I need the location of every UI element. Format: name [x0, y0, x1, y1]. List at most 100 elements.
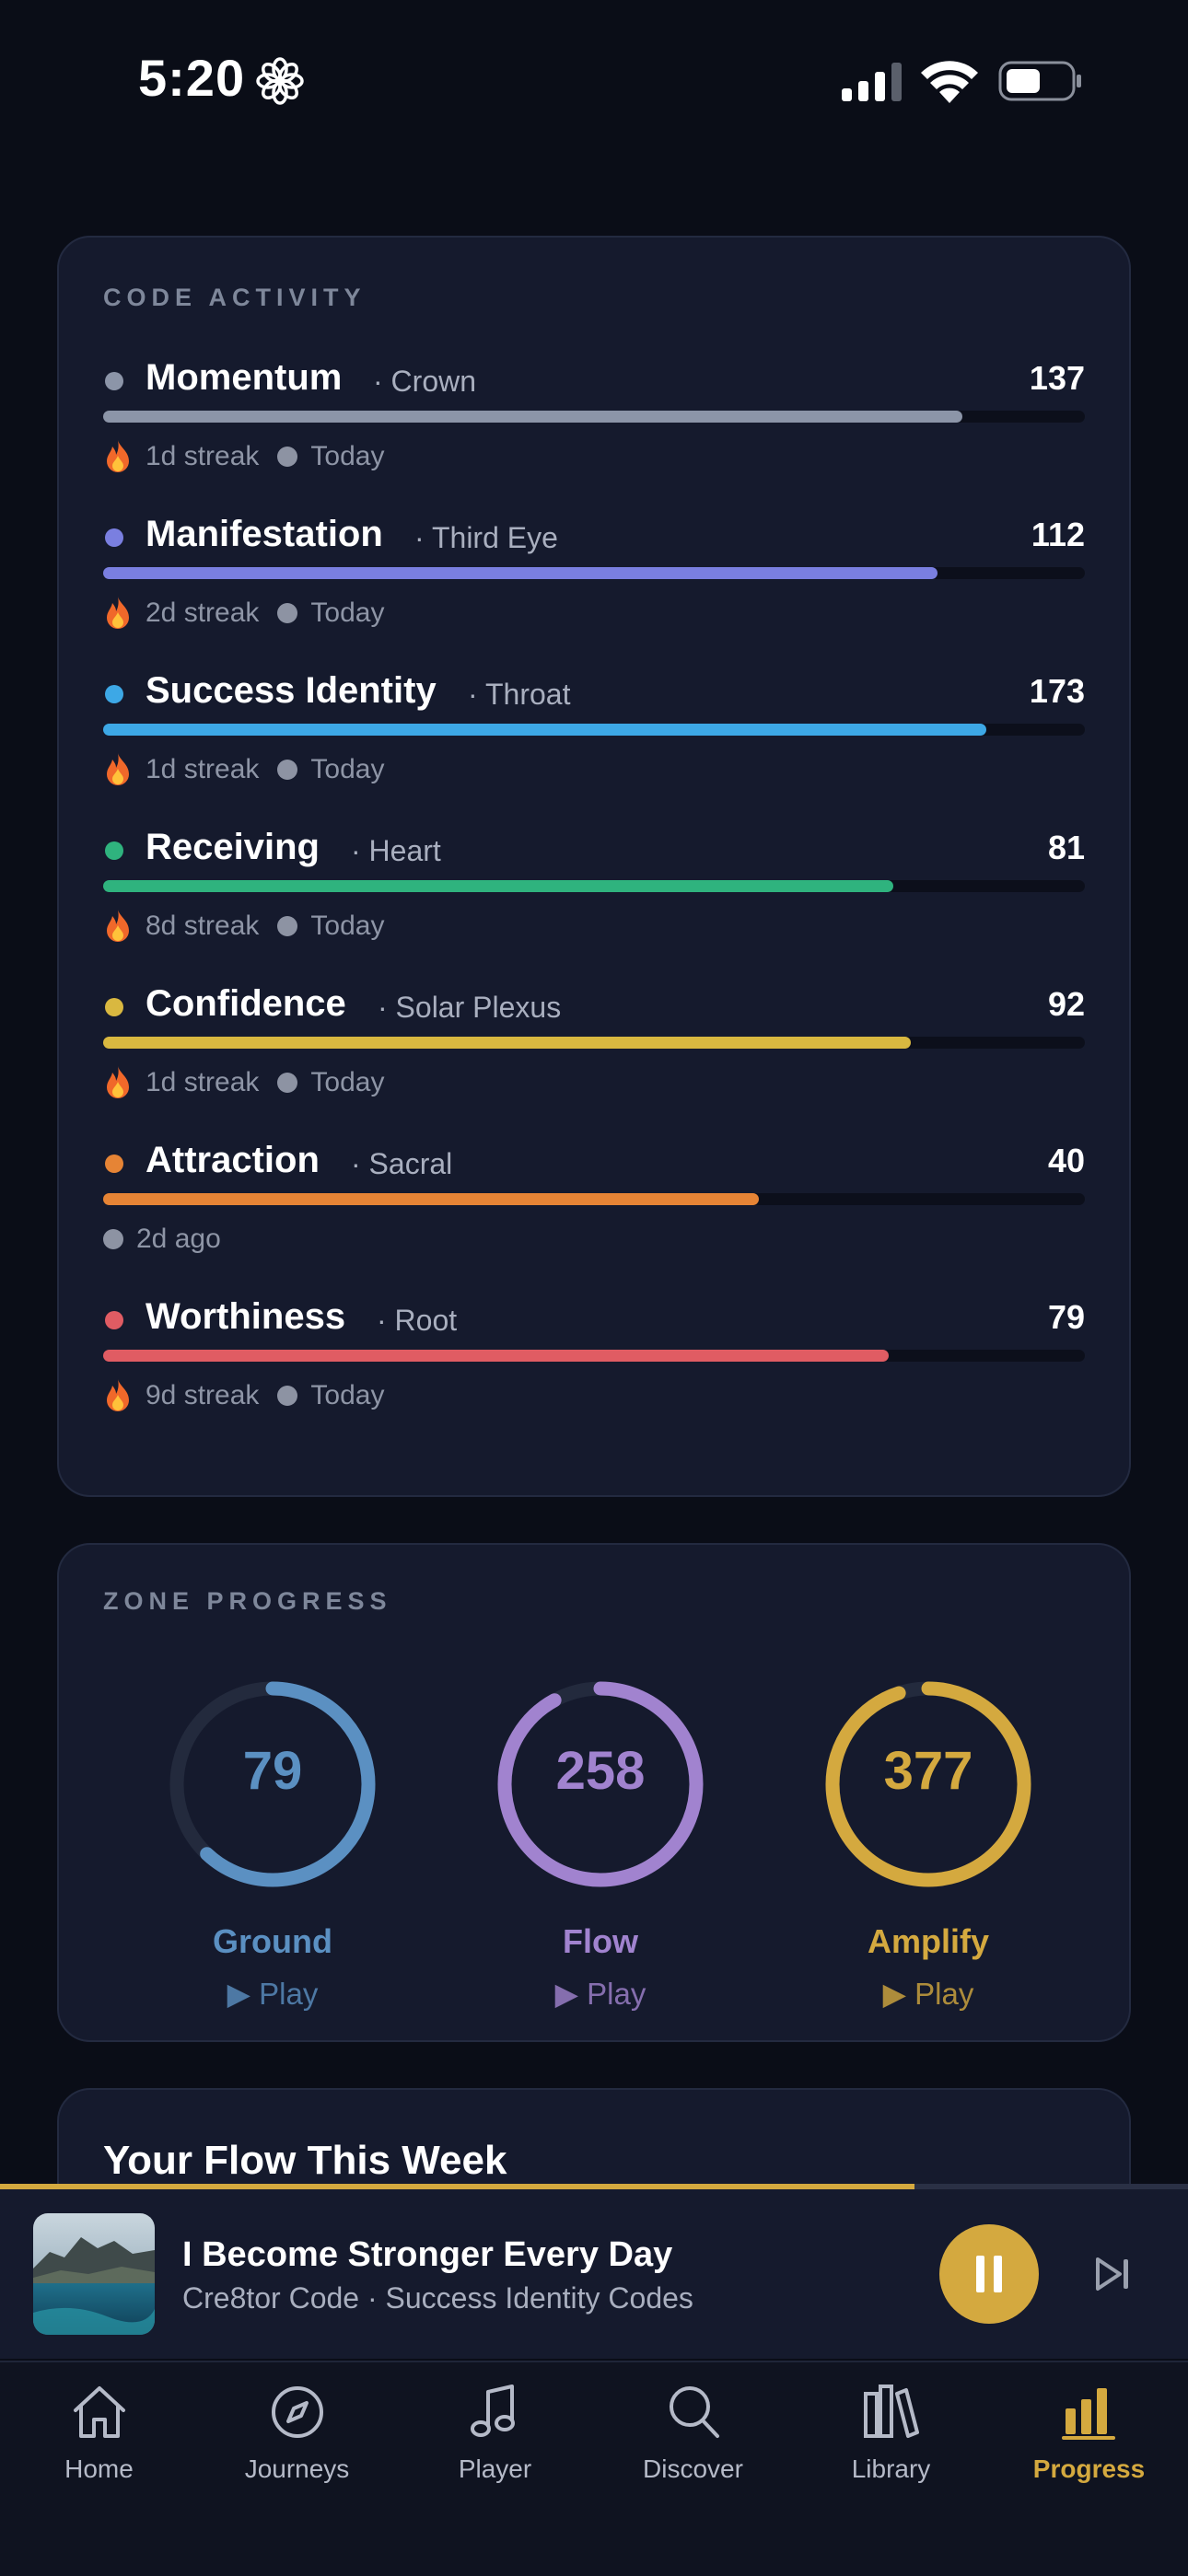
code-row-manifestation[interactable]: Manifestation · Third Eye 112 2d streak T…	[103, 514, 1085, 652]
zone-name: Flow	[563, 1922, 638, 1960]
code-name: Momentum	[146, 357, 343, 398]
streak-text: 9d streak	[146, 1380, 260, 1410]
tab-player[interactable]: Player	[396, 2381, 594, 2510]
code-count: 112	[1031, 516, 1085, 553]
code-row-confidence[interactable]: Confidence · Solar Plexus 92 1d streak To…	[103, 983, 1085, 1121]
code-color-dot	[105, 372, 123, 390]
last-played-dot	[103, 1229, 123, 1249]
streak-text: 1d streak	[146, 754, 260, 784]
playback-progress-track[interactable]	[0, 2184, 1188, 2189]
tab-progress[interactable]: Progress	[990, 2381, 1188, 2510]
code-progress-track	[103, 411, 1085, 423]
code-meta: 9d streak Today	[103, 1377, 384, 1414]
code-chakra: · Sacral	[351, 1147, 453, 1180]
code-count: 79	[1047, 1298, 1085, 1336]
last-played-dot	[277, 916, 298, 936]
zone-name: Amplify	[867, 1922, 989, 1960]
code-name: Confidence	[146, 983, 346, 1024]
tab-label: Library	[851, 2454, 931, 2483]
status-time: 5:20	[138, 49, 246, 107]
cellular-signal-icon	[842, 63, 902, 101]
code-chakra: · Solar Plexus	[378, 991, 562, 1024]
section-label: ZONE PROGRESS	[103, 1587, 392, 1615]
code-progress-track	[103, 880, 1085, 892]
code-progress-fill	[103, 880, 894, 892]
flame-icon	[107, 440, 129, 472]
code-name: Receiving	[146, 827, 320, 867]
zone-flow[interactable]: 258 Flow ▶ Play	[490, 1674, 711, 2060]
section-label: CODE ACTIVITY	[103, 284, 367, 311]
track-title[interactable]: I Become Stronger Every Day	[182, 2235, 673, 2274]
tab-bar: Home Journeys Player Discover Library	[0, 2361, 1188, 2576]
code-progress-track	[103, 724, 1085, 736]
code-row-attraction[interactable]: Attraction · Sacral 40 2d ago	[103, 1140, 1085, 1278]
last-played-text: Today	[310, 911, 385, 941]
flame-icon	[107, 1379, 129, 1411]
code-count: 40	[1047, 1142, 1085, 1179]
last-played-text: Today	[310, 598, 385, 628]
home-icon	[74, 2386, 125, 2438]
last-played-dot	[277, 760, 298, 780]
last-played-text: Today	[310, 1380, 385, 1410]
last-played-dot	[277, 1386, 298, 1406]
pause-button[interactable]	[939, 2224, 1039, 2324]
zone-play-button[interactable]: ▶ Play	[554, 1977, 646, 2011]
skip-next-icon[interactable]	[1092, 2254, 1133, 2294]
code-row-receiving[interactable]: Receiving · Heart 81 8d streak Today	[103, 827, 1085, 965]
code-meta: 2d streak Today	[103, 595, 384, 632]
zone-ring	[169, 1681, 376, 1887]
code-meta: 1d streak Today	[103, 1064, 384, 1101]
code-progress-fill	[103, 724, 987, 736]
last-played-dot	[277, 603, 298, 623]
zone-amplify[interactable]: 377 Amplify ▶ Play	[818, 1674, 1039, 2060]
music-note-icon	[471, 2385, 515, 2437]
tab-label: Discover	[643, 2454, 743, 2483]
library-icon	[864, 2385, 919, 2438]
wifi-icon	[921, 61, 978, 103]
code-chakra: · Throat	[468, 678, 571, 711]
track-artwork[interactable]	[33, 2213, 155, 2335]
code-chakra: · Root	[377, 1304, 458, 1337]
tab-label: Home	[64, 2454, 134, 2483]
playback-progress-fill	[0, 2184, 915, 2189]
zone-ground[interactable]: 79 Ground ▶ Play	[162, 1674, 383, 2060]
flower-icon	[256, 57, 304, 105]
flame-icon	[107, 910, 129, 942]
tab-home[interactable]: Home	[0, 2381, 198, 2510]
streak-text: 8d streak	[146, 911, 260, 941]
code-row-worthiness[interactable]: Worthiness · Root 79 9d streak Today	[103, 1296, 1085, 1434]
code-chakra: · Crown	[373, 365, 477, 398]
zone-play-button[interactable]: ▶ Play	[882, 1977, 974, 2011]
code-name: Manifestation	[146, 514, 383, 554]
zone-value: 258	[555, 1741, 646, 1801]
tab-library[interactable]: Library	[792, 2381, 990, 2510]
zone-play-button[interactable]: ▶ Play	[227, 1977, 319, 2011]
code-progress-track	[103, 1193, 1085, 1205]
code-meta: 8d streak Today	[103, 908, 384, 945]
code-row-success-identity[interactable]: Success Identity · Throat 173 1d streak T…	[103, 670, 1085, 808]
last-played-text: Today	[310, 754, 385, 784]
code-count: 173	[1029, 672, 1085, 710]
streak-text: 1d streak	[146, 441, 260, 471]
zone-name: Ground	[213, 1922, 332, 1960]
code-color-dot	[105, 841, 123, 860]
tab-journeys[interactable]: Journeys	[198, 2381, 396, 2510]
tab-label: Player	[458, 2454, 532, 2483]
code-color-dot	[105, 998, 123, 1016]
streak-text: 2d streak	[146, 598, 260, 628]
code-meta: 2d ago	[103, 1221, 221, 1258]
code-row-momentum[interactable]: Momentum · Crown 137 1d streak Today	[103, 357, 1085, 495]
code-meta: 1d streak Today	[103, 751, 384, 788]
tab-discover[interactable]: Discover	[594, 2381, 792, 2510]
bar-chart-icon	[1062, 2388, 1115, 2440]
compass-icon	[272, 2386, 323, 2438]
code-progress-fill	[103, 1037, 912, 1049]
code-name: Attraction	[146, 1140, 320, 1180]
last-played-text: Today	[310, 441, 385, 471]
mini-player[interactable]: I Become Stronger Every Day Cre8tor Code…	[0, 2184, 1188, 2359]
code-color-dot	[105, 1311, 123, 1329]
flame-icon	[107, 1066, 129, 1098]
code-chakra: · Third Eye	[414, 521, 558, 554]
track-subtitle: Cre8tor Code · Success Identity Codes	[182, 2281, 693, 2315]
code-activity-card: CODE ACTIVITY Momentum · Crown 137 1d st…	[57, 236, 1131, 1497]
